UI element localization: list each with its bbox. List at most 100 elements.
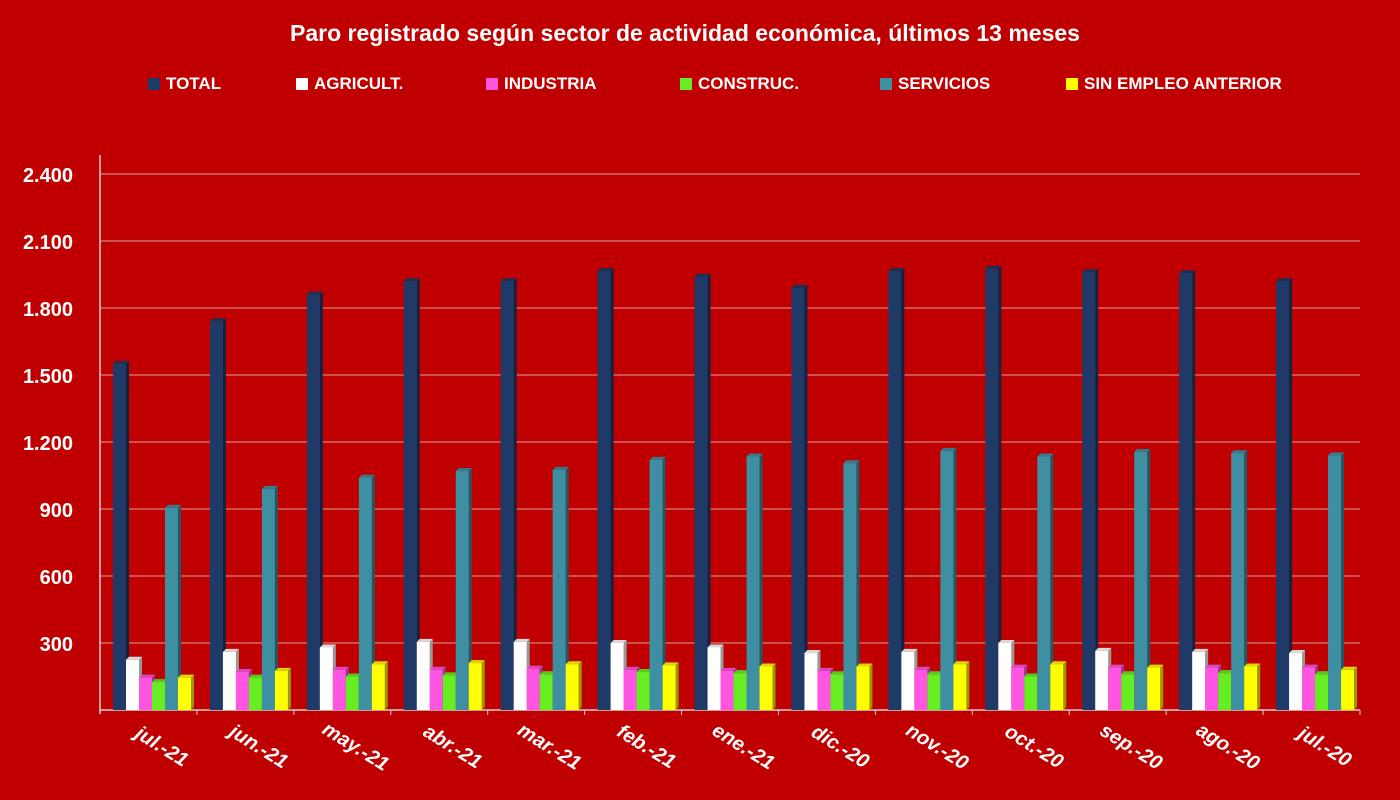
bar-5-5	[662, 662, 679, 710]
x-tick-label: jul.-21	[129, 721, 192, 772]
bar-top	[152, 679, 168, 683]
y-tick-label: 1.500	[23, 366, 73, 388]
bar-top	[1011, 664, 1028, 668]
bar-top	[1024, 673, 1041, 677]
bar-4-0	[165, 504, 181, 710]
bar-0-11	[1179, 270, 1196, 710]
bar-side	[481, 660, 485, 710]
bar-top	[927, 671, 944, 675]
bar-top	[914, 666, 931, 670]
bar-top	[358, 474, 375, 478]
bar-5-11	[1244, 663, 1261, 710]
bar-top	[332, 666, 349, 670]
bar-top	[720, 667, 737, 671]
bar-top	[261, 485, 278, 489]
bar-top	[539, 671, 556, 675]
bar	[222, 651, 236, 710]
bar-top	[623, 666, 640, 670]
bar	[759, 666, 773, 710]
bar	[371, 664, 385, 710]
bar-top	[804, 650, 821, 654]
bar-top	[1134, 449, 1151, 453]
bar-top	[165, 504, 181, 508]
bar-side	[953, 447, 957, 710]
bar	[274, 670, 288, 710]
bar-top	[248, 674, 265, 678]
bar-side	[578, 661, 582, 710]
bar-top	[1108, 664, 1125, 668]
bar	[662, 665, 676, 710]
bar	[235, 672, 249, 710]
bar	[843, 463, 857, 710]
legend-item-agricult: AGRICULT.	[296, 74, 403, 94]
bar	[1108, 667, 1122, 710]
bar	[1095, 650, 1109, 710]
bar-top	[468, 660, 485, 664]
bar-0-1	[209, 318, 226, 710]
bar-top	[371, 661, 388, 665]
bar-5-3	[468, 660, 485, 710]
bar	[1050, 664, 1064, 710]
bar-top	[985, 265, 1002, 269]
bar-top	[830, 671, 847, 675]
bar-top	[209, 318, 226, 322]
bar	[1011, 667, 1025, 710]
bar	[261, 488, 275, 710]
bar-top	[707, 644, 724, 648]
bar	[791, 287, 805, 710]
bar	[597, 271, 611, 710]
bar-4-1	[261, 485, 278, 710]
bar	[403, 281, 417, 710]
bar-top	[998, 640, 1015, 643]
bar-top	[1179, 270, 1196, 274]
bar-side	[1063, 661, 1067, 710]
chart-title: Paro registrado según sector de activida…	[290, 20, 1080, 46]
y-tick-label: 1.800	[23, 299, 73, 321]
bar	[319, 647, 333, 710]
x-tick-label: may.-21	[318, 718, 392, 776]
bar-top	[274, 667, 291, 671]
bar-top	[1192, 648, 1209, 652]
bar-top	[1218, 670, 1235, 674]
bar-side	[759, 453, 763, 710]
bar	[694, 276, 708, 710]
bar-side	[468, 468, 472, 710]
bar-top	[126, 656, 142, 660]
bar-5-2	[371, 661, 388, 710]
bar-5-7	[856, 663, 873, 710]
x-tick-label: jun.-21	[223, 719, 292, 773]
bar	[914, 669, 928, 710]
bar-side	[1257, 663, 1261, 710]
legend-swatch-agricult	[296, 78, 308, 90]
bar-top	[1328, 452, 1345, 456]
bar	[856, 666, 870, 710]
bar-side	[662, 456, 666, 710]
legend-item-industria: INDUSTRIA	[486, 74, 597, 94]
bar-top	[662, 662, 679, 666]
bar-1-7	[804, 650, 821, 710]
bar	[720, 670, 734, 710]
y-tick-label: 1.200	[23, 433, 73, 455]
bar	[1037, 456, 1051, 710]
bar-side	[1244, 450, 1248, 710]
bar	[1315, 674, 1329, 710]
bar	[746, 456, 760, 710]
legend-item-construc: CONSTRUC.	[680, 74, 799, 94]
bar-side	[513, 278, 517, 710]
bar	[565, 664, 579, 710]
legend-label-sin-empleo: SIN EMPLEO ANTERIOR	[1084, 74, 1282, 93]
bar-4-3	[455, 468, 472, 710]
bar-top	[345, 673, 362, 677]
bar-top	[649, 456, 666, 460]
bar-side	[287, 667, 291, 710]
bar-top	[746, 453, 763, 457]
bar	[113, 363, 126, 710]
bar	[1341, 669, 1355, 710]
bar-0-7	[791, 284, 808, 710]
bar-side	[222, 318, 226, 710]
bar-top	[759, 663, 776, 667]
bar	[1218, 673, 1232, 710]
bar	[623, 669, 637, 710]
bar-5-10	[1147, 664, 1164, 710]
y-tick-label: 2.100	[23, 232, 73, 254]
